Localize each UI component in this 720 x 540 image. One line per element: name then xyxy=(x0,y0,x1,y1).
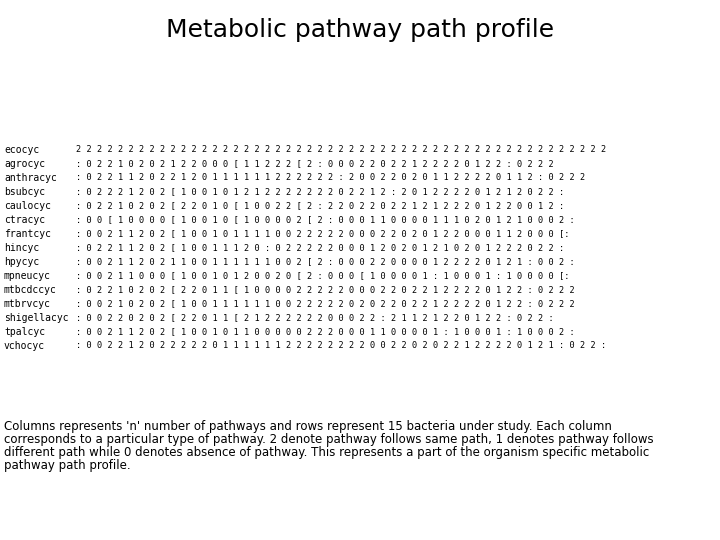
Text: : 0 2 2 1 0 2 0 2 1 2 2 0 0 0 [ 1 1 2 2 2 [ 2 : 0 0 0 2 2 0 2 2 1 2 2 2 2 0 1 2 : : 0 2 2 1 0 2 0 2 1 2 2 0 0 0 [ 1 1 2 2 … xyxy=(76,159,554,168)
Text: ctracyc: ctracyc xyxy=(4,215,45,225)
Text: anthracyc: anthracyc xyxy=(4,173,57,183)
Text: : 0 0 2 2 0 2 0 2 [ 2 2 0 1 1 [ 2 1 2 2 2 2 2 2 0 0 0 2 2 : 2 1 1 2 1 2 2 0 1 2 : : 0 0 2 2 0 2 0 2 [ 2 2 0 1 1 [ 2 1 2 2 … xyxy=(76,314,554,322)
Text: hincyc: hincyc xyxy=(4,243,40,253)
Text: different path while 0 denotes absence of pathway. This represents a part of the: different path while 0 denotes absence o… xyxy=(4,446,649,459)
Text: caulocyc: caulocyc xyxy=(4,201,51,211)
Text: : 0 0 2 1 1 2 0 2 [ 1 0 0 1 0 1 1 1 1 0 0 2 2 2 2 2 0 0 0 2 2 0 2 0 1 2 2 0 0 0 : : 0 0 2 1 1 2 0 2 [ 1 0 0 1 0 1 1 1 1 0 … xyxy=(76,230,570,239)
Text: mtbrvcyc: mtbrvcyc xyxy=(4,299,51,309)
Text: : 0 0 [ 1 0 0 0 0 [ 1 0 0 1 0 [ 1 0 0 0 0 2 [ 2 : 0 0 0 1 1 0 0 0 0 1 1 1 0 2 0 : : 0 0 [ 1 0 0 0 0 [ 1 0 0 1 0 [ 1 0 0 0 … xyxy=(76,215,575,225)
Text: : 0 0 2 1 1 2 0 2 [ 1 0 0 1 0 1 1 0 0 0 0 0 2 2 2 0 0 0 1 1 0 0 0 0 1 : 1 0 0 0 : : 0 0 2 1 1 2 0 2 [ 1 0 0 1 0 1 1 0 0 0 … xyxy=(76,327,575,336)
Text: : 0 2 2 1 0 2 0 2 [ 2 2 0 1 1 [ 1 0 0 0 0 2 2 2 2 2 0 0 0 2 2 0 2 2 1 2 2 2 2 0 : : 0 2 2 1 0 2 0 2 [ 2 2 0 1 1 [ 1 0 0 0 … xyxy=(76,286,575,294)
Text: ecocyc: ecocyc xyxy=(4,145,40,155)
Text: : 0 2 2 1 1 2 0 2 [ 1 0 0 1 1 1 2 0 : 0 2 2 2 2 2 0 0 0 1 2 0 2 0 1 2 1 0 2 0 1 : : 0 2 2 1 1 2 0 2 [ 1 0 0 1 1 1 2 0 : 0 … xyxy=(76,244,564,253)
Text: mtbcdccyc: mtbcdccyc xyxy=(4,285,57,295)
Text: pathway path profile.: pathway path profile. xyxy=(4,459,130,472)
Text: 2 2 2 2 2 2 2 2 2 2 2 2 2 2 2 2 2 2 2 2 2 2 2 2 2 2 2 2 2 2 2 2 2 2 2 2 2 2 2 2 : 2 2 2 2 2 2 2 2 2 2 2 2 2 2 2 2 2 2 2 2 … xyxy=(76,145,606,154)
Text: Columns represents 'n' number of pathways and rows represent 15 bacteria under s: Columns represents 'n' number of pathway… xyxy=(4,420,612,433)
Text: shigellacyc: shigellacyc xyxy=(4,313,68,323)
Text: mpneucyc: mpneucyc xyxy=(4,271,51,281)
Text: corresponds to a particular type of pathway. 2 denote pathway follows same path,: corresponds to a particular type of path… xyxy=(4,433,654,446)
Text: : 0 0 2 2 1 2 0 2 2 2 2 2 0 1 1 1 1 1 1 2 2 2 2 2 2 2 2 0 0 2 2 0 2 0 2 2 1 2 2 : : 0 0 2 2 1 2 0 2 2 2 2 2 0 1 1 1 1 1 1 … xyxy=(76,341,606,350)
Text: Metabolic pathway path profile: Metabolic pathway path profile xyxy=(166,18,554,42)
Text: : 0 0 2 1 1 2 0 2 1 1 0 0 1 1 1 1 1 1 0 0 2 [ 2 : 0 0 0 2 2 0 0 0 0 1 2 2 2 2 0 : : 0 0 2 1 1 2 0 2 1 1 0 0 1 1 1 1 1 1 0 … xyxy=(76,258,575,267)
Text: frantcyc: frantcyc xyxy=(4,229,51,239)
Text: : 0 0 2 1 0 2 0 2 [ 1 0 0 1 1 1 1 1 1 0 0 2 2 2 2 2 0 2 0 2 2 0 2 2 1 2 2 2 2 0 : : 0 0 2 1 0 2 0 2 [ 1 0 0 1 1 1 1 1 1 0 … xyxy=(76,300,575,308)
Text: agrocyc: agrocyc xyxy=(4,159,45,169)
Text: bsubcyc: bsubcyc xyxy=(4,187,45,197)
Text: : 0 2 2 1 0 2 0 2 [ 2 2 0 1 0 [ 1 0 0 2 2 [ 2 : 2 2 0 2 2 0 2 2 1 2 1 2 2 2 0 1 : : 0 2 2 1 0 2 0 2 [ 2 2 0 1 0 [ 1 0 0 2 … xyxy=(76,201,564,211)
Text: tpalcyc: tpalcyc xyxy=(4,327,45,337)
Text: hpycyc: hpycyc xyxy=(4,257,40,267)
Text: : 0 2 2 1 1 2 0 2 2 1 2 0 1 1 1 1 1 1 2 2 2 2 2 2 : 2 0 0 2 2 0 2 0 1 1 2 2 2 2 : : 0 2 2 1 1 2 0 2 2 1 2 0 1 1 1 1 1 1 2 … xyxy=(76,173,585,183)
Text: vchocyc: vchocyc xyxy=(4,341,45,351)
Text: : 0 0 2 1 1 0 0 0 [ 1 0 0 1 0 1 2 0 0 2 0 [ 2 : 0 0 0 [ 1 0 0 0 0 1 : 1 0 0 0 1 : : 0 0 2 1 1 0 0 0 [ 1 0 0 1 0 1 2 0 0 2 … xyxy=(76,272,570,280)
Text: : 0 2 2 2 1 2 0 2 [ 1 0 0 1 0 1 2 1 2 2 2 2 2 2 2 0 2 2 1 2 : 2 0 1 2 2 2 2 0 1 : : 0 2 2 2 1 2 0 2 [ 1 0 0 1 0 1 2 1 2 2 … xyxy=(76,187,564,197)
